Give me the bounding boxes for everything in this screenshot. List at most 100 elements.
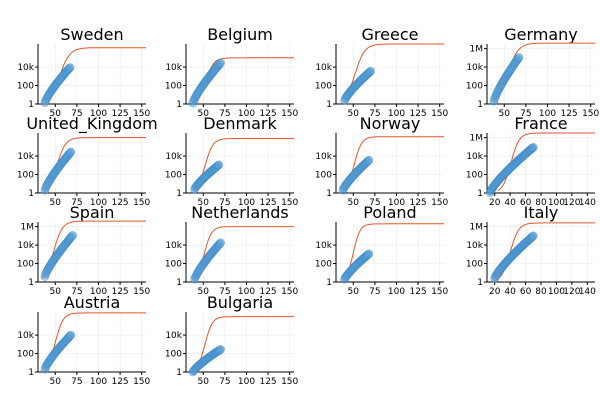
x-tick-label: 125 (409, 198, 426, 208)
x-tick-label: 150 (431, 198, 448, 208)
y-tick-label: 1 (326, 189, 332, 199)
x-tick-label: 125 (560, 109, 577, 119)
x-tick-label: 100 (388, 198, 405, 208)
x-tick-label: 125 (259, 198, 276, 208)
panel-title: United_Kingdom (26, 114, 157, 134)
x-tick-label: 75 (71, 198, 82, 208)
x-tick-label: 150 (281, 198, 298, 208)
y-tick-label: 1 (326, 100, 332, 110)
y-tick-label: 100 (17, 82, 34, 92)
model-curve (494, 222, 595, 281)
x-tick-label: 75 (219, 377, 230, 387)
x-tick-label: 50 (499, 109, 511, 119)
panel-austria: Austria 50 75 100 125 150 1 100 10k (17, 293, 151, 387)
x-tick-label: 150 (281, 109, 298, 119)
panel-title: Germany (504, 25, 578, 44)
x-tick-label: 100 (90, 377, 107, 387)
panel-title: Bulgaria (207, 293, 273, 312)
x-tick-label: 150 (281, 377, 298, 387)
x-tick-label: 100 (388, 287, 405, 297)
y-tick-label: 100 (315, 82, 332, 92)
y-tick-label: 100 (165, 82, 182, 92)
x-tick-label: 40 (504, 198, 516, 208)
y-tick-label: 100 (466, 260, 483, 270)
y-tick-label: 1M (470, 134, 484, 144)
x-tick-label: 150 (133, 198, 150, 208)
x-tick-label: 20 (489, 198, 501, 208)
y-tick-label: 10k (315, 241, 332, 251)
panel-title: Poland (363, 203, 416, 222)
y-tick-label: 10k (466, 152, 483, 162)
y-tick-label: 10k (17, 63, 34, 73)
model-curve (342, 136, 444, 191)
model-curve (41, 220, 146, 279)
y-tick-label: 10k (466, 63, 483, 73)
y-tick-label: 100 (315, 171, 332, 181)
model-curve (43, 312, 146, 370)
x-tick-label: 50 (50, 198, 62, 208)
x-tick-label: 50 (348, 109, 360, 119)
y-tick-label: 1 (28, 368, 34, 378)
panel-denmark: Denmark 50 75 100 125 150 1 100 10k (165, 114, 299, 208)
model-curve (44, 137, 146, 191)
y-tick-label: 1 (326, 278, 332, 288)
data-point (514, 53, 524, 62)
x-tick-label: 150 (133, 287, 150, 297)
x-tick-label: 100 (539, 109, 556, 119)
y-tick-label: 100 (17, 260, 34, 270)
x-tick-label: 125 (111, 377, 128, 387)
x-tick-label: 140 (579, 198, 596, 208)
model-curve (192, 138, 294, 191)
x-tick-label: 50 (348, 198, 360, 208)
y-tick-label: 1 (28, 189, 34, 199)
y-tick-label: 1 (28, 100, 34, 110)
x-tick-label: 75 (369, 198, 380, 208)
panel-title: France (514, 114, 567, 133)
x-tick-label: 120 (563, 198, 580, 208)
data-point (216, 345, 225, 354)
model-curve (343, 43, 444, 99)
panel-title: Norway (360, 114, 421, 133)
y-tick-label: 1 (477, 100, 483, 110)
y-tick-label: 1 (28, 278, 34, 288)
data-point (366, 66, 375, 76)
x-tick-label: 125 (259, 287, 276, 297)
y-tick-label: 10k (315, 152, 332, 162)
panel-sweden: Sweden 50 75 100 125 150 1 100 10k (17, 25, 151, 119)
y-tick-label: 1 (176, 278, 182, 288)
y-tick-label: 100 (165, 260, 182, 270)
x-tick-label: 125 (111, 287, 128, 297)
panel-title: Spain (70, 203, 115, 222)
x-tick-label: 150 (431, 109, 448, 119)
data-point (364, 155, 374, 165)
x-tick-label: 125 (111, 198, 128, 208)
x-tick-label: 60 (520, 198, 532, 208)
model-curve (497, 132, 595, 192)
y-tick-label: 1M (470, 223, 484, 233)
y-tick-label: 10k (315, 63, 332, 73)
panel-title: Netherlands (191, 203, 289, 222)
y-tick-label: 1 (477, 189, 483, 199)
panel-title: Austria (64, 293, 121, 312)
panel-bulgaria: Bulgaria 50 75 100 125 150 1 100 10k (165, 293, 299, 387)
x-tick-label: 150 (582, 109, 599, 119)
x-tick-label: 50 (198, 198, 210, 208)
x-tick-label: 120 (563, 287, 580, 297)
y-tick-label: 1 (176, 368, 182, 378)
y-tick-label: 10k (17, 152, 34, 162)
data-point (528, 231, 538, 241)
x-tick-label: 75 (219, 109, 230, 119)
y-tick-label: 1M (470, 45, 484, 55)
y-tick-label: 100 (165, 350, 182, 360)
data-point (66, 330, 76, 340)
x-tick-label: 150 (281, 287, 298, 297)
data-point (216, 58, 225, 68)
data-point (528, 143, 538, 152)
y-tick-label: 100 (165, 171, 182, 181)
x-tick-label: 125 (409, 109, 426, 119)
panel-spain: Spain 50 75 100 125 150 1 100 10k 1M (17, 203, 151, 297)
data-point (364, 249, 374, 259)
model-curve (342, 223, 444, 280)
